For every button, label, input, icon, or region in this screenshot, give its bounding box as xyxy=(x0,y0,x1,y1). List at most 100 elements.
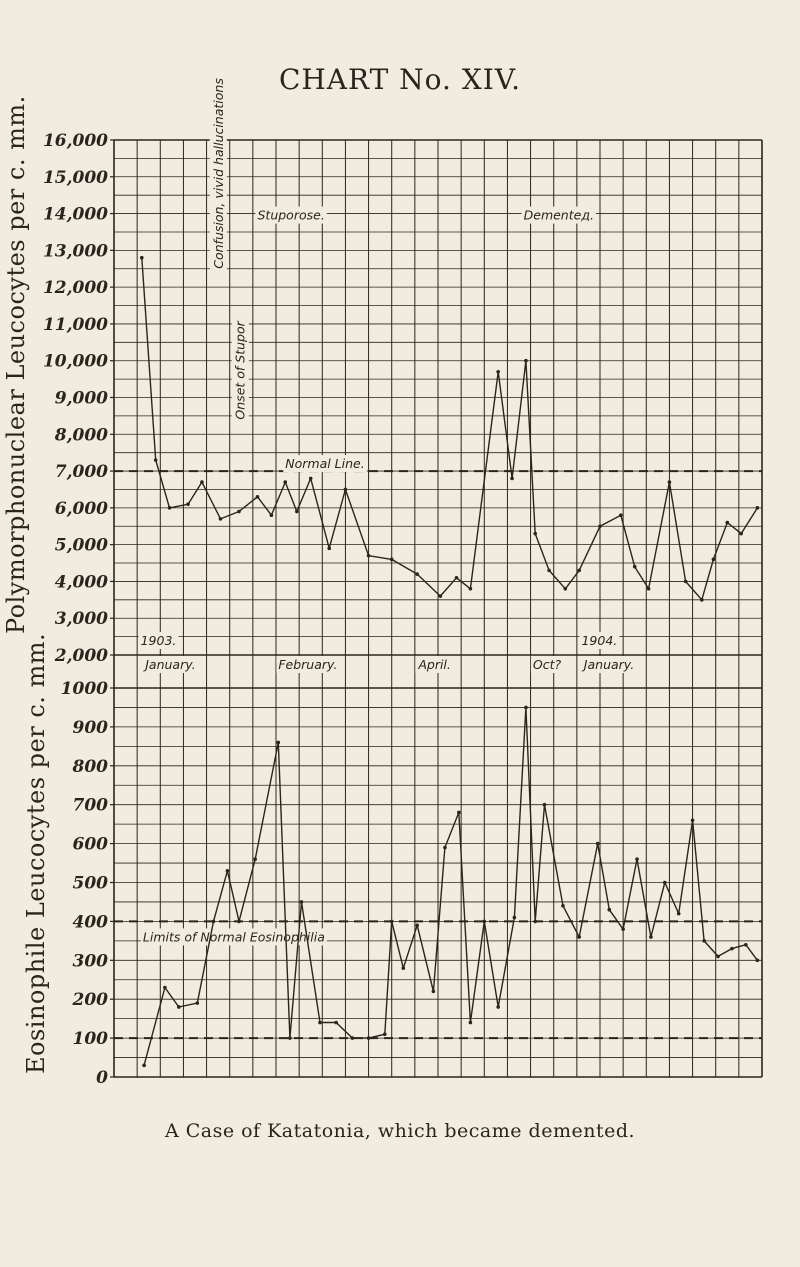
polymorphonuclear-series-point xyxy=(700,598,704,602)
polymorphonuclear-series-point xyxy=(755,506,760,510)
polymorphonuclear-series-point xyxy=(598,524,602,529)
eosinophile-series-point xyxy=(253,857,257,861)
polymorphonuclear-series-point xyxy=(725,520,730,525)
eosinophile-series-point xyxy=(431,989,436,994)
polymorphonuclear-series-point xyxy=(366,553,371,558)
upper-y-tick-label: 9,000 xyxy=(55,389,108,409)
annotation-onset-of-stupor-bg xyxy=(231,318,249,422)
polymorphonuclear-series-point xyxy=(438,594,443,598)
polymorphonuclear-series-point xyxy=(415,572,419,576)
x-date-label-bg xyxy=(415,656,453,673)
polymorphonuclear-series-point xyxy=(139,255,144,260)
x-date-label-bg xyxy=(578,656,637,673)
polymorphonuclear-series-point xyxy=(683,579,688,584)
eosinophile-series-point xyxy=(142,1063,146,1068)
annotation-confusion-bg xyxy=(209,75,227,271)
upper-y-tick-label: 15,000 xyxy=(43,168,108,188)
lower-y-tick-label: 0 xyxy=(96,1068,108,1088)
polymorphonuclear-series-point xyxy=(577,568,581,573)
eosinophile-series-point xyxy=(195,1001,200,1005)
eosinophile-series-point xyxy=(177,1005,181,1009)
x-date-label-bg xyxy=(530,656,564,673)
upper-y-tick-label: 8,000 xyxy=(54,425,108,445)
annotation-stuporose-bg xyxy=(255,206,327,224)
x-date-label-group: 1903. xyxy=(138,632,179,649)
polymorphonuclear-series-point xyxy=(454,575,459,580)
eosinophile-series-point xyxy=(621,927,625,931)
x-date-label-group: Oct? xyxy=(530,656,564,673)
lower-y-tick-label: 100 xyxy=(73,1029,109,1049)
upper-y-tick-label: 7,000 xyxy=(55,462,108,482)
polymorphonuclear-series-point xyxy=(619,513,623,518)
eosinophile-series-point xyxy=(635,857,639,861)
polymorphonuclear-series-point xyxy=(510,476,514,481)
eosinophile-series-point xyxy=(595,841,600,846)
eosinophile-series-point xyxy=(676,911,681,916)
x-date-label-group: January. xyxy=(140,656,198,673)
polymorphonuclear-series-point xyxy=(218,517,223,521)
polymorphonuclear-series-point xyxy=(496,369,500,374)
polymorphonuclear-series-point xyxy=(524,358,528,363)
lower-y-tick-label: 200 xyxy=(72,990,109,1010)
x-date-label: January. xyxy=(581,657,634,672)
eosinophile-series-point xyxy=(542,802,547,807)
eosinophile-series-point xyxy=(211,919,216,924)
eosinophile-series-point xyxy=(334,1020,338,1025)
polymorphonuclear-series-point xyxy=(237,509,241,514)
polymorphonuclear-series-point xyxy=(269,513,274,518)
annotation-eosinophilia-limits: Limits of Normal Eosinophilia xyxy=(143,929,325,944)
x-date-label-group: April. xyxy=(415,656,453,673)
eosinophile-series-point xyxy=(649,935,653,939)
annotation-confusion-group: Confusion, vivid hallucinations xyxy=(209,75,227,271)
x-date-label: 1904. xyxy=(581,633,617,648)
polymorphonuclear-series-point xyxy=(563,586,568,591)
x-date-label: February. xyxy=(278,657,337,672)
lower-y-tick-label: 700 xyxy=(73,796,109,816)
eosinophile-series-point xyxy=(690,818,695,823)
x-date-label-bg xyxy=(138,632,179,649)
upper-y-tick-label: 6,000 xyxy=(55,499,108,519)
polymorphonuclear-series-point xyxy=(343,487,348,492)
polymorphonuclear-series-point xyxy=(632,564,637,569)
upper-y-tick-label: 5,000 xyxy=(55,536,108,556)
eosinophile-series-point xyxy=(524,705,528,710)
eosinophile-series-point xyxy=(755,958,760,963)
eosinophile-series-point xyxy=(702,939,706,943)
eosinophile-series-point xyxy=(457,810,461,815)
x-date-label-bg xyxy=(579,632,620,649)
upper-y-tick-label: 10,000 xyxy=(43,352,108,372)
eosinophile-series-point xyxy=(496,1005,500,1009)
upper-y-tick-label: 3,000 xyxy=(55,609,108,629)
eosinophile-series-point xyxy=(318,1020,322,1025)
polymorphonuclear-series-point xyxy=(646,586,651,591)
upper-y-tick-label: 4,000 xyxy=(55,572,108,592)
eosinophile-series-point xyxy=(482,919,487,924)
annotation-eosinophilia-limits-group: Limits of Normal Eosinophilia xyxy=(140,928,327,946)
eosinophile-series-point xyxy=(744,942,748,947)
x-date-label-bg xyxy=(276,656,340,673)
polymorphonuclear-series-line xyxy=(141,257,758,601)
chart-caption: A Case of Katatonia, which became dement… xyxy=(164,1120,636,1142)
eosinophile-series-line xyxy=(143,706,758,1066)
eosinophile-series-point xyxy=(533,919,537,924)
polymorphonuclear-series-point xyxy=(295,509,299,514)
eosinophile-series-point xyxy=(577,935,581,939)
eosinophile-series-point xyxy=(225,869,230,873)
polymorphonuclear-series-point xyxy=(739,531,743,536)
x-date-label-group: 1904. xyxy=(579,632,620,649)
eosinophile-series-point xyxy=(237,919,241,924)
normal-line-label-group: Normal Line. xyxy=(283,455,367,473)
eosinophile-series-point xyxy=(163,985,167,990)
chart-title: CHART No. XIV. xyxy=(278,63,522,96)
eosinophile-series-point xyxy=(389,919,394,924)
polymorphonuclear-series-point xyxy=(153,458,158,462)
x-date-label: January. xyxy=(142,657,195,672)
polymorphonuclear-series-point xyxy=(327,546,332,551)
normal-line-label: Normal Line. xyxy=(285,456,364,471)
eosinophile-series-point xyxy=(663,880,667,885)
x-date-label: April. xyxy=(417,657,451,672)
upper-y-tick-label: 2,000 xyxy=(54,646,108,666)
eosinophile-series-point xyxy=(730,946,734,951)
lower-y-tick-label: 900 xyxy=(73,718,109,738)
